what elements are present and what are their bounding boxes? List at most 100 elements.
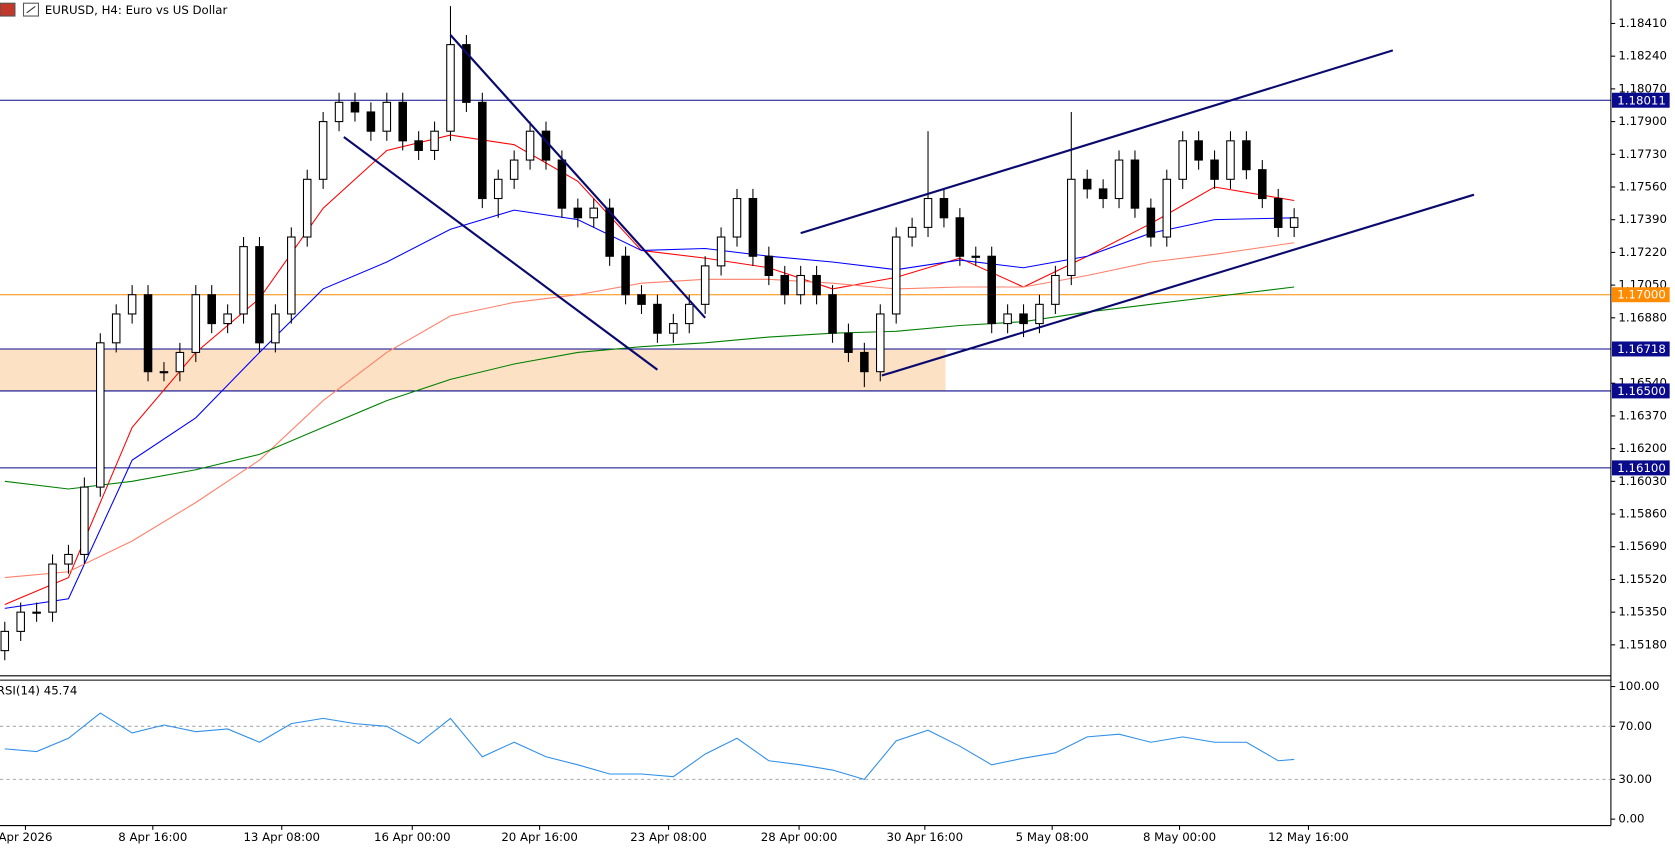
y-tick-label: 1.17390 <box>1618 212 1667 226</box>
chart-title: EURUSD, H4: Euro vs US Dollar <box>45 3 228 17</box>
y-tick-label: 1.16370 <box>1618 408 1667 422</box>
candle-body <box>414 140 423 151</box>
candle-body <box>382 101 392 132</box>
candle-body <box>891 236 901 315</box>
candle-body <box>430 130 439 151</box>
level-label-box <box>1611 383 1670 399</box>
level-label: 1.16100 <box>1617 461 1666 475</box>
toolbar-icons <box>0 2 39 17</box>
x-tick-label: 5 May 08:00 <box>1016 830 1089 844</box>
candle-body <box>1035 303 1044 325</box>
trend-line <box>449 34 706 319</box>
candle-body <box>971 255 981 258</box>
candle-body <box>1178 140 1187 180</box>
candle-body <box>748 198 758 257</box>
candle-body <box>796 274 805 296</box>
candle-body <box>1210 159 1219 180</box>
candle-body <box>764 255 774 277</box>
icon <box>0 2 16 17</box>
plot <box>0 6 1611 661</box>
candle-body <box>1226 140 1235 180</box>
candle-body <box>446 44 455 132</box>
y-tick-label: 1.18410 <box>1618 16 1667 30</box>
x-tick-label: 23 Apr 08:00 <box>630 830 707 844</box>
candle-body <box>828 294 837 334</box>
candle-body <box>1082 178 1092 190</box>
candle-body <box>143 294 153 373</box>
candle-body <box>875 313 885 373</box>
candle-body <box>732 198 742 238</box>
y-tick-label: 1.15520 <box>1618 572 1667 586</box>
candle-body <box>860 351 869 373</box>
trend-line <box>881 193 1475 377</box>
candle-body <box>1258 169 1267 200</box>
level-label: 1.17000 <box>1617 288 1666 302</box>
moving-average <box>4 286 1295 490</box>
candle-body <box>716 236 726 267</box>
level-label: 1.18011 <box>1617 93 1666 107</box>
candle-body <box>16 611 25 632</box>
candle-body <box>191 294 201 353</box>
candle-body <box>334 101 344 123</box>
candle-body <box>271 313 280 344</box>
candle-body <box>64 553 73 565</box>
candle-body <box>844 332 853 353</box>
candle-body <box>1019 313 1028 325</box>
icon-stroke <box>26 5 36 14</box>
x-tick-label: 13 Apr 08:00 <box>243 830 320 844</box>
y-tick-label: 1.17560 <box>1618 179 1667 193</box>
level-label: 1.16718 <box>1617 342 1666 356</box>
rsi-tick-label: 30.00 <box>1618 772 1652 786</box>
candle-body <box>1051 274 1060 305</box>
candle-body <box>1130 159 1140 209</box>
level-label-box <box>1611 92 1670 108</box>
candle-body <box>525 130 535 161</box>
candle-body <box>1162 178 1172 238</box>
candle-body <box>1289 217 1299 228</box>
y-tick-label: 1.17220 <box>1618 245 1667 259</box>
y-tick-label: 1.17730 <box>1618 147 1667 161</box>
moving-average <box>4 242 1295 579</box>
candle-body <box>32 611 41 614</box>
candle-body <box>48 563 57 613</box>
y-tick-label: 1.18070 <box>1618 81 1667 95</box>
candle-body <box>350 101 360 113</box>
y-tick-label: 1.15180 <box>1618 637 1667 651</box>
candle-body <box>478 101 487 200</box>
candle-body <box>80 486 89 555</box>
x-tick-label: 8 Apr 16:00 <box>118 830 187 844</box>
y-tick-label: 1.15690 <box>1618 539 1667 553</box>
candle-body <box>175 351 185 373</box>
candle-body <box>302 178 312 238</box>
candle-body <box>621 255 630 296</box>
y-tick-label: 1.15350 <box>1618 605 1667 619</box>
y-tick-label: 1.15860 <box>1618 507 1667 521</box>
candle-body <box>255 246 264 344</box>
candle-body <box>159 371 169 374</box>
candle-body <box>1067 178 1076 277</box>
candle-body <box>207 294 216 325</box>
candle-body <box>239 246 248 315</box>
candle-body <box>223 313 232 325</box>
candle-body <box>573 207 583 219</box>
candle-body <box>1003 313 1012 325</box>
candle-body <box>605 207 614 257</box>
rsi-tick-label: 70.00 <box>1618 719 1652 733</box>
candle-body <box>700 265 710 305</box>
candle-body <box>287 236 296 315</box>
x-tick-label: 20 Apr 16:00 <box>501 830 578 844</box>
candle-body <box>111 313 121 344</box>
trend-line <box>800 49 1394 235</box>
level-label-box <box>1611 341 1670 357</box>
candle-body <box>637 294 646 305</box>
candle-body <box>939 198 949 219</box>
candle-body <box>557 159 567 209</box>
moving-average <box>4 209 1295 609</box>
x-tick-label: 30 Apr 16:00 <box>887 830 964 844</box>
candle-body <box>398 101 407 142</box>
candle-body <box>541 130 551 161</box>
y-tick-label: 1.16030 <box>1618 474 1667 488</box>
candle-body <box>812 274 821 296</box>
candle-body <box>684 303 694 325</box>
x-tick-label: 12 May 16:00 <box>1268 830 1349 844</box>
